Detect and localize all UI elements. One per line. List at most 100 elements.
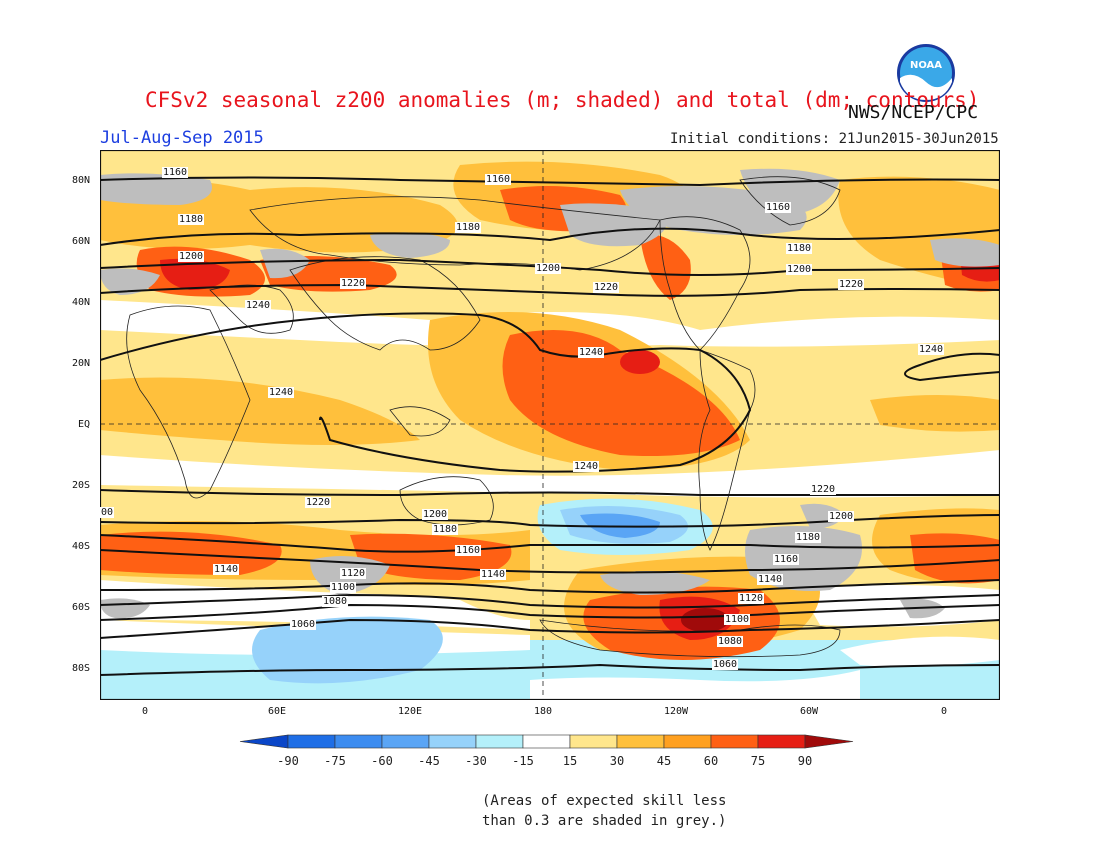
initial-conditions-label: Initial conditions: 21Jun2015-30Jun2015 xyxy=(670,131,999,147)
contour-label: 1200 xyxy=(535,263,562,274)
lon-label: 120W xyxy=(664,706,689,717)
contour-label: 1160 xyxy=(162,167,189,178)
lat-label: 60N xyxy=(72,236,91,247)
colorbar-swatch xyxy=(381,734,430,749)
lat-label: 40N xyxy=(72,297,91,308)
season-label: Jul-Aug-Sep 2015 xyxy=(100,128,264,148)
colorbar-tick-label: 45 xyxy=(657,754,671,768)
contour-label: 1180 xyxy=(455,222,482,233)
anomaly-region-max-positive xyxy=(681,608,729,632)
colorbar-tick-label: -90 xyxy=(277,754,299,768)
contour-label: 1240 xyxy=(245,300,272,311)
contour-label: 1240 xyxy=(918,344,945,355)
anomaly-region-neutral xyxy=(100,580,530,630)
lat-label: EQ xyxy=(78,419,91,430)
colorbar-swatch xyxy=(616,734,665,749)
colorbar-tick-label: 60 xyxy=(704,754,718,768)
chart-title: CFSv2 seasonal z200 anomalies (m; shaded… xyxy=(145,88,980,112)
contour-label: 1240 xyxy=(578,347,605,358)
colorbar-tick-label: -60 xyxy=(371,754,393,768)
agency-label: NWS/NCEP/CPC xyxy=(848,102,979,123)
lon-label: 60E xyxy=(268,706,287,717)
anomaly-region-peak-positive xyxy=(160,258,230,290)
contour-label: 1240 xyxy=(268,387,295,398)
contour-label: 1100 xyxy=(724,614,751,625)
anomaly-region-positive xyxy=(100,377,420,445)
contour-label: 1200 xyxy=(422,509,449,520)
colorbar-tick-label: 90 xyxy=(798,754,812,768)
colorbar-swatch xyxy=(710,734,759,749)
anomaly-region-neutral xyxy=(800,585,1000,627)
contour-label: 1200 xyxy=(786,264,813,275)
anomaly-region-peak-positive xyxy=(620,350,660,374)
contour-label: 1180 xyxy=(178,214,205,225)
lon-label: 120E xyxy=(398,706,423,717)
contour-label: 1220 xyxy=(838,279,865,290)
contour-label: 1180 xyxy=(786,243,813,254)
contour-label: 1220 xyxy=(305,497,332,508)
anomaly-region-neutral xyxy=(100,450,1000,498)
height-contours xyxy=(100,176,1000,676)
anomaly-region-neutral xyxy=(840,636,1000,667)
contour-label: 1220 xyxy=(810,484,837,495)
map-frame xyxy=(100,150,1000,700)
contour-label: 1060 xyxy=(290,619,317,630)
colorbar-tick-label: -15 xyxy=(512,754,534,768)
contour-label: 1160 xyxy=(455,545,482,556)
colorbar-tick-label: 30 xyxy=(610,754,624,768)
colorbar-swatch xyxy=(287,734,336,749)
colorbar-tick-label: 75 xyxy=(751,754,765,768)
colorbar-tick-label: -30 xyxy=(465,754,487,768)
contour-label: 1200 xyxy=(178,251,205,262)
anomaly-map xyxy=(100,150,1000,700)
skill-note: (Areas of expected skill less than 0.3 a… xyxy=(482,791,726,831)
colorbar-swatch xyxy=(663,734,712,749)
lat-label: 80S xyxy=(72,663,91,674)
colorbar-swatch xyxy=(428,734,477,749)
contour-label: 1120 xyxy=(340,568,367,579)
contour-label: 1180 xyxy=(795,532,822,543)
lat-label: 60S xyxy=(72,602,91,613)
lon-label: 0 xyxy=(142,706,149,717)
lat-label: 20N xyxy=(72,358,91,369)
anomaly-region-positive xyxy=(870,395,1000,432)
colorbar-tick-label: -75 xyxy=(324,754,346,768)
contour-label: 1140 xyxy=(213,564,240,575)
contour-label: 1100 xyxy=(330,582,357,593)
noaa-logo: NOAA xyxy=(895,42,957,104)
anomaly-region-strong-positive xyxy=(502,330,740,456)
colorbar-swatch xyxy=(569,734,618,749)
skill-note-line: (Areas of expected skill less xyxy=(482,793,727,809)
lon-label: 180 xyxy=(534,706,553,717)
anomaly-region-strong-positive xyxy=(640,234,691,300)
colorbar: -90 -75 -60 -45 -30 -15 15 30 45 60 75 90 xyxy=(239,734,854,768)
skill-note-line: than 0.3 are shaded in grey.) xyxy=(482,813,727,829)
contour-label: 1140 xyxy=(757,574,784,585)
contour-label: 1160 xyxy=(773,554,800,565)
colorbar-tick-label: 15 xyxy=(563,754,577,768)
contour-label: 1080 xyxy=(322,596,349,607)
contour-label: 1220 xyxy=(593,282,620,293)
colorbar-swatch xyxy=(334,734,383,749)
contour-label: 1060 xyxy=(712,659,739,670)
lon-label: 60W xyxy=(800,706,819,717)
lat-label: 20S xyxy=(72,480,91,491)
colorbar-arrow-low xyxy=(239,734,289,749)
contour-label: 1180 xyxy=(432,524,459,535)
lat-label: 80N xyxy=(72,175,91,186)
anomaly-region-neutral xyxy=(530,670,860,700)
lat-label: 40S xyxy=(72,541,91,552)
logo-lettering: NOAA xyxy=(910,60,942,71)
colorbar-swatch xyxy=(475,734,524,749)
contour-label: 1220 xyxy=(340,278,367,289)
colorbar-swatch xyxy=(757,734,806,749)
contour-label: 1200 xyxy=(828,511,855,522)
contour-label: 1120 xyxy=(738,593,765,604)
colorbar-swatch xyxy=(522,734,571,749)
colorbar-tick-label: -45 xyxy=(418,754,440,768)
contour-label: 1140 xyxy=(480,569,507,580)
anomaly-region-negative xyxy=(252,616,443,684)
colorbar-arrow-high xyxy=(804,734,854,749)
contour-label: 1160 xyxy=(765,202,792,213)
contour-label: 1160 xyxy=(485,174,512,185)
